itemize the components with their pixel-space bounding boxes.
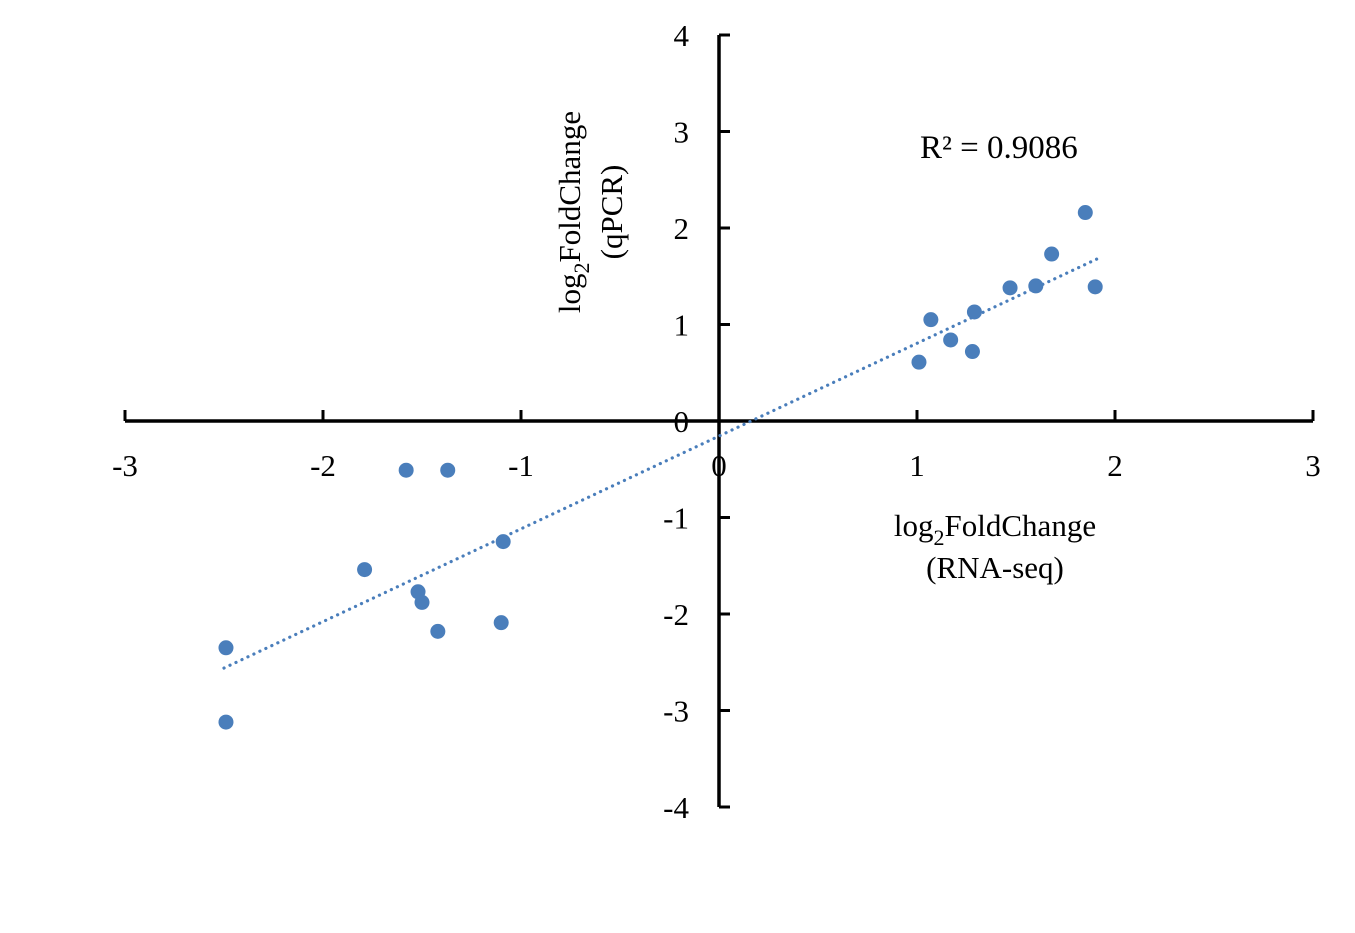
y-tick-label: 0: [674, 404, 690, 439]
y-tick-label: 4: [674, 18, 690, 53]
y-axis-title-log: log: [552, 273, 587, 313]
y-tick-label: -2: [663, 597, 689, 632]
y-tick-label: 3: [674, 115, 690, 150]
data-point: [440, 462, 456, 478]
data-point: [357, 562, 373, 578]
data-point: [911, 354, 927, 370]
y-axis-title-rest: FoldChange: [552, 111, 587, 263]
x-axis-title-sub: 2: [934, 525, 945, 550]
trendline: [222, 257, 1099, 670]
data-point: [493, 615, 509, 631]
data-point: [966, 304, 982, 320]
x-axis-title: log2FoldChange (RNA-seq): [894, 508, 1096, 585]
y-tick-label: 1: [674, 308, 690, 343]
y-tick-label: 2: [674, 211, 690, 246]
y-tick-label: -4: [663, 790, 689, 825]
data-point: [414, 594, 430, 610]
r-squared-annotation: R² = 0.9086: [920, 130, 1078, 166]
x-tick-label: 0: [711, 448, 727, 483]
data-point: [1002, 280, 1018, 296]
x-axis-title-line2: (RNA-seq): [926, 550, 1064, 585]
data-point: [495, 534, 511, 550]
x-tick-label: -1: [508, 448, 534, 483]
svg-text:log2FoldChange: log2FoldChange: [552, 111, 594, 313]
x-axis-title-log: log: [894, 508, 934, 543]
y-tick-label: -3: [663, 694, 689, 729]
x-tick-label: 1: [909, 448, 925, 483]
data-point: [218, 640, 234, 656]
x-tick-label: 3: [1305, 448, 1321, 483]
x-tick-label: 2: [1107, 448, 1123, 483]
x-axis-title-rest: FoldChange: [945, 508, 1097, 543]
data-point: [218, 714, 234, 730]
data-point: [943, 332, 959, 348]
y-axis-title-line2: (qPCR): [594, 165, 629, 260]
data-point: [1028, 278, 1044, 294]
data-point: [1044, 246, 1060, 262]
data-points: [218, 205, 1103, 730]
x-tick-label: -2: [310, 448, 336, 483]
data-point: [1087, 279, 1103, 295]
ticks: -3 -2 -1 1 2 3 0 -4 -3 -2 -1 0 1 2 3 4: [112, 18, 1321, 825]
y-axis-title-sub: 2: [569, 262, 594, 273]
y-axis-title: log2FoldChange (qPCR): [552, 111, 629, 313]
x-tick-label: -3: [112, 448, 138, 483]
data-point: [430, 623, 446, 639]
trendline-group: [222, 257, 1099, 670]
data-point: [964, 344, 980, 360]
data-point: [1077, 205, 1093, 221]
data-point: [398, 462, 414, 478]
svg-text:log2FoldChange: log2FoldChange: [894, 508, 1096, 550]
data-point: [923, 312, 939, 328]
y-tick-label: -1: [663, 501, 689, 536]
